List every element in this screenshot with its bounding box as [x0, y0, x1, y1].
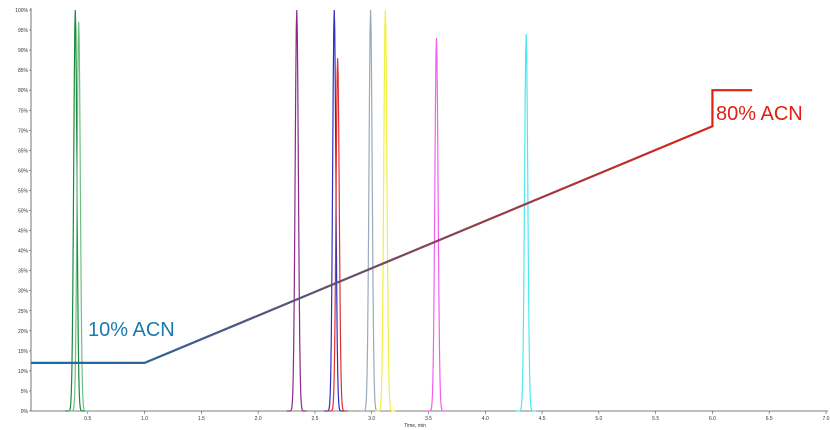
x-tick-label: 4.0 [482, 416, 489, 422]
x-tick-label: 2.0 [255, 416, 262, 422]
peak [324, 9, 345, 412]
y-tick-label: 0% [21, 409, 29, 415]
y-tick-label: 80% [18, 88, 29, 94]
x-tick-label: 2.5 [311, 416, 318, 422]
peak [516, 34, 537, 412]
annotation: 80% ACN [716, 103, 803, 125]
y-tick-label: 100% [15, 8, 28, 14]
x-tick-label: 1.0 [141, 416, 148, 422]
y-tick-label: 65% [18, 148, 29, 154]
y-tick-label: 25% [18, 309, 29, 315]
y-tick-label: 45% [18, 229, 29, 235]
x-axis-label: Time, min [404, 423, 426, 429]
x-tick-label: 6.0 [709, 416, 716, 422]
x-tick-label: 4.5 [539, 416, 546, 422]
x-tick-label: 7.0 [823, 416, 830, 422]
peak [327, 58, 348, 412]
y-tick-label: 15% [18, 349, 29, 355]
y-tick-label: 60% [18, 168, 29, 174]
x-tick-label: 0.5 [84, 416, 91, 422]
y-tick-label: 50% [18, 209, 29, 215]
y-tick-label: 75% [18, 108, 29, 114]
peak [375, 9, 396, 412]
y-tick-label: 70% [18, 128, 29, 134]
x-tick-label: 3.5 [425, 416, 432, 422]
y-tick-label: 35% [18, 269, 29, 275]
y-tick-label: 20% [18, 329, 29, 335]
y-tick-label: 90% [18, 48, 29, 54]
peak [360, 9, 381, 412]
x-tick-label: 5.0 [595, 416, 602, 422]
annotation: 10% ACN [88, 319, 175, 341]
gradient-line [31, 89, 753, 364]
y-tick-label: 10% [18, 369, 29, 375]
x-tick-label: 1.5 [198, 416, 205, 422]
peak [68, 22, 89, 412]
y-tick-label: 95% [18, 28, 29, 34]
peak [426, 38, 447, 412]
x-tick-label: 6.5 [766, 416, 773, 422]
y-tick-label: 5% [21, 389, 29, 395]
y-tick-label: 85% [18, 68, 29, 74]
y-tick-label: 40% [18, 249, 29, 255]
peak [65, 9, 86, 412]
peak [286, 9, 307, 412]
y-tick-label: 55% [18, 188, 29, 194]
x-tick-label: 5.5 [652, 416, 659, 422]
y-tick-label: 30% [18, 289, 29, 295]
x-tick-label: 3.0 [368, 416, 375, 422]
